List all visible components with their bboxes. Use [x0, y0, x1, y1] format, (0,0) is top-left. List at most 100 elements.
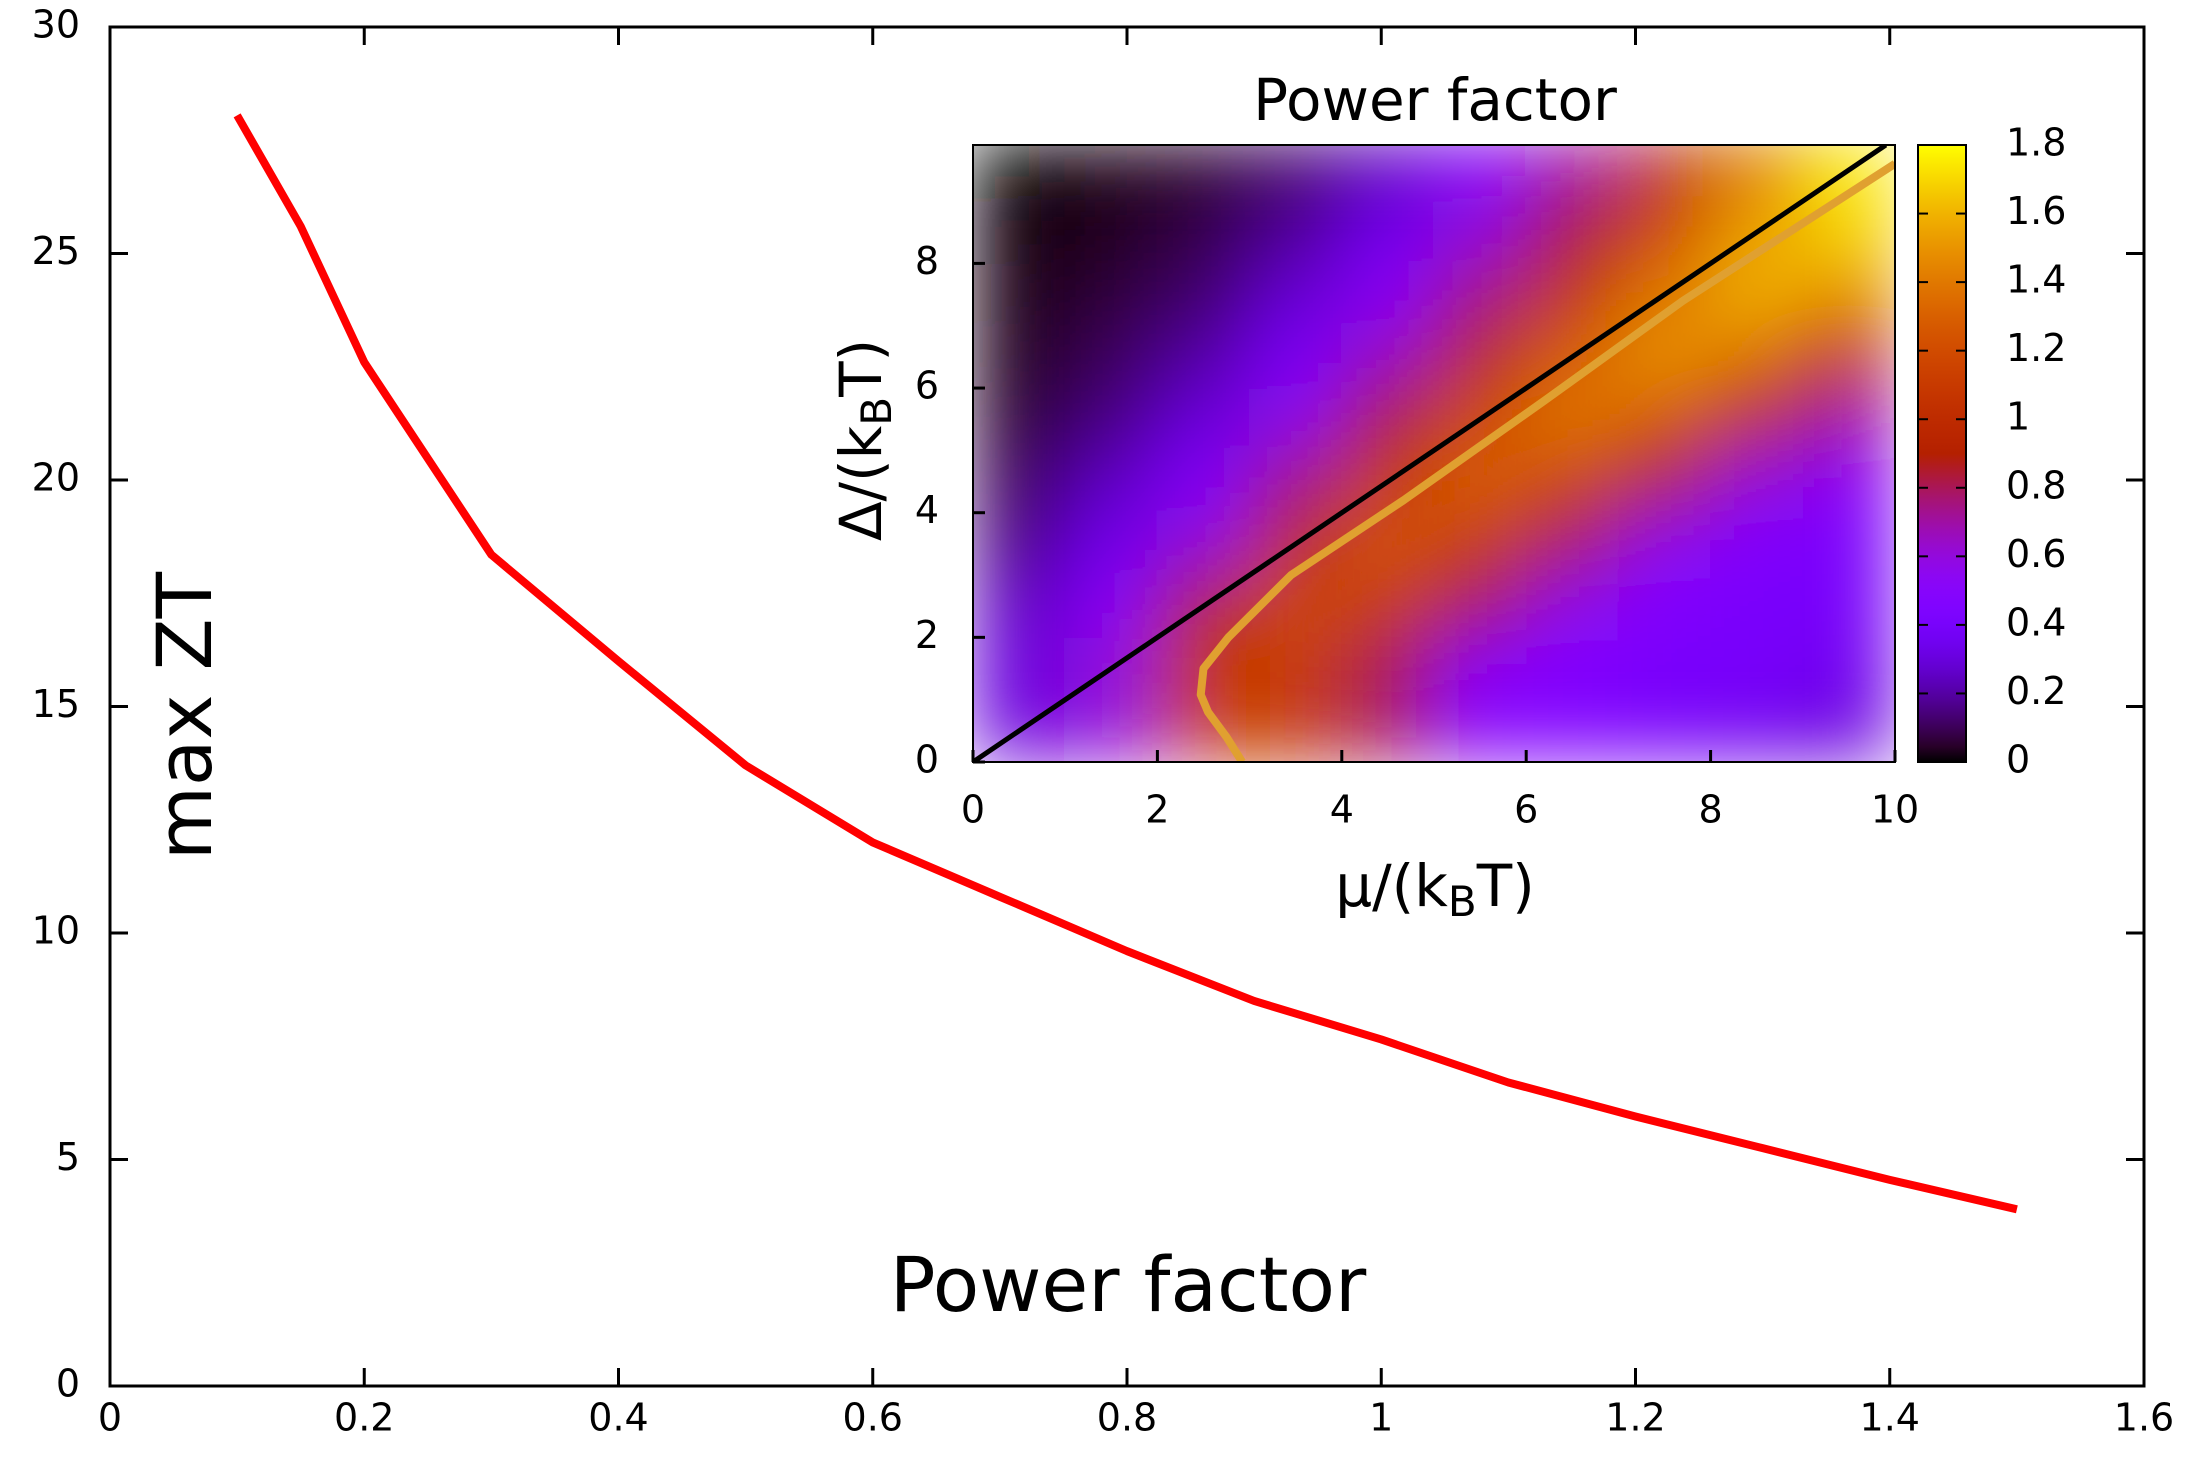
heatmap-cell	[1525, 574, 1619, 638]
colorbar-tick-label: 1.4	[2006, 258, 2066, 302]
colorbar	[1917, 144, 1967, 763]
heatmap-cell	[1802, 325, 1895, 389]
heatmap-cell	[1710, 699, 1804, 762]
heatmap-cell	[1064, 325, 1158, 389]
heatmap-cell	[1617, 145, 1712, 202]
data-line	[233, 113, 2018, 1214]
heatmap-cell	[1156, 512, 1251, 576]
heatmap-cell	[1249, 387, 1343, 451]
heatmap-cell	[1802, 449, 1895, 514]
x-tick-label: 0.8	[1097, 1396, 1157, 1440]
heatmap-cell	[1064, 449, 1158, 514]
heatmap-cell	[1802, 512, 1895, 576]
y-tick-label: 6	[915, 364, 939, 408]
heatmap-cell	[1433, 325, 1527, 389]
heatmap-cell	[973, 636, 1066, 701]
heatmap-cell	[1341, 145, 1435, 202]
heatmap-cell	[1341, 699, 1435, 762]
colorbar-tick-label: 0.8	[2006, 463, 2066, 507]
heatmap-cell	[1617, 636, 1712, 701]
heatmap-cell	[1064, 512, 1158, 576]
x-tick-label: 0.4	[588, 1396, 648, 1440]
heatmap-cell	[1802, 636, 1895, 701]
colorbar-tick-label: 0.2	[2006, 669, 2066, 713]
y-tick-label: 0	[915, 738, 939, 782]
x-axis-label: Power factor	[890, 1240, 1367, 1329]
heatmap-cell	[1710, 636, 1804, 701]
heatmap-cell	[1433, 200, 1527, 264]
heatmap-cell	[1156, 387, 1251, 451]
y-axis-label-part: T)	[827, 339, 895, 398]
heatmap-cell	[1525, 699, 1619, 762]
heatmap-clip	[973, 145, 1895, 762]
heatmap	[973, 145, 1895, 762]
heatmap-cell	[1525, 636, 1619, 701]
heatmap-cell	[1433, 574, 1527, 638]
heatmap-cell	[1617, 512, 1712, 576]
y-tick-label: 20	[32, 456, 80, 500]
x-tick-label: 8	[1699, 788, 1723, 832]
heatmap-cell	[1617, 574, 1712, 638]
heatmap-cell	[973, 145, 1066, 202]
heatmap-cell	[1156, 200, 1251, 264]
heatmap-cell	[1249, 262, 1343, 327]
heatmap-cell	[1249, 699, 1343, 762]
heatmap-cell	[1433, 449, 1527, 514]
heatmap-cell	[1617, 449, 1712, 514]
heatmap-cell	[1802, 262, 1895, 327]
heatmap-cell	[1525, 262, 1619, 327]
overlay-line	[1196, 160, 1895, 762]
x-tick-label: 0.6	[843, 1396, 903, 1440]
heatmap-cell	[1710, 145, 1804, 202]
y-axis-label-part: Δ/(k	[827, 425, 895, 541]
y-axis-label: max ZT	[140, 571, 229, 860]
heatmap-cell	[1249, 325, 1343, 389]
x-axis-label: μ/(kBT)	[1335, 852, 1535, 925]
heatmap-frame	[972, 144, 1896, 763]
x-tick-label: 0	[961, 788, 985, 832]
heatmap-cell	[973, 325, 1066, 389]
heatmap-cell	[973, 449, 1066, 514]
y-tick-label: 10	[32, 909, 80, 953]
x-tick-label: 6	[1514, 788, 1538, 832]
heatmap-cell	[1525, 512, 1619, 576]
x-tick-label: 1.4	[1860, 1396, 1920, 1440]
x-tick-label: 1.2	[1605, 1396, 1665, 1440]
y-tick-label: 15	[32, 682, 80, 726]
heatmap-cell	[973, 262, 1066, 327]
heatmap-cell	[1341, 574, 1435, 638]
colorbar-tick-label: 1.8	[2006, 121, 2066, 165]
colorbar-tick-label: 0	[2006, 738, 2030, 782]
heatmap-cell	[1156, 145, 1251, 202]
heatmap-cell	[1341, 262, 1435, 327]
overlay-line	[973, 145, 1888, 762]
x-tick-label: 4	[1330, 788, 1354, 832]
heatmap-cell	[1802, 699, 1895, 762]
y-tick-label: 0	[56, 1362, 80, 1406]
heatmap-cell	[1710, 512, 1804, 576]
x-tick-label: 1	[1369, 1396, 1393, 1440]
heatmap-cell	[1064, 200, 1158, 264]
y-tick-label: 5	[56, 1135, 80, 1179]
y-tick-label: 8	[915, 239, 939, 283]
x-tick-label: 0	[98, 1396, 122, 1440]
x-tick-label: 10	[1871, 788, 1919, 832]
x-tick-label: 1.6	[2114, 1396, 2174, 1440]
y-tick-label: 4	[915, 488, 939, 532]
heatmap-cell	[1341, 200, 1435, 264]
heatmap-cell	[973, 200, 1066, 264]
y-tick-label: 2	[915, 613, 939, 657]
heatmap-cell	[1433, 699, 1527, 762]
heatmap-cell	[1710, 574, 1804, 638]
x-axis-label-part: μ/(k	[1335, 852, 1448, 920]
colorbar-tick-label: 0.4	[2006, 600, 2066, 644]
colorbar-tick-label: 1.6	[2006, 189, 2066, 233]
heatmap-cell	[1433, 262, 1527, 327]
heatmap-cell	[1710, 449, 1804, 514]
heatmap-cell	[973, 387, 1066, 451]
heatmap-cell	[1525, 145, 1619, 202]
heatmap-cell	[1156, 449, 1251, 514]
heatmap-cell	[1156, 262, 1251, 327]
x-axis-label-part: T)	[1476, 852, 1535, 920]
